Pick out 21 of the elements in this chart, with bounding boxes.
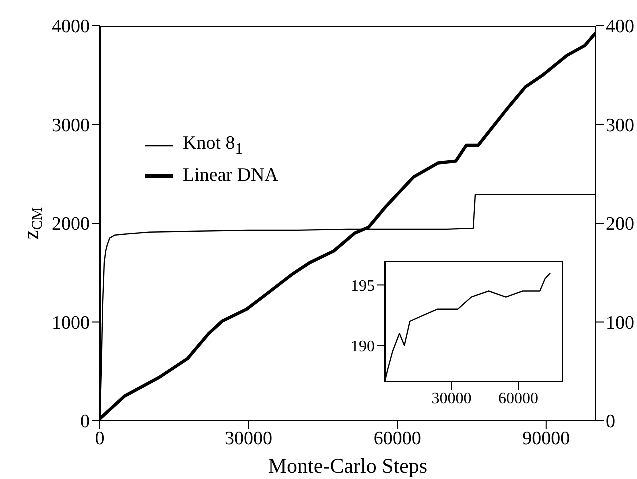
legend-label: Knot 8$_{1}$ xyxy=(183,133,244,159)
x-tick-label: 0 xyxy=(95,428,105,450)
y-tick-label: 190 xyxy=(351,338,375,356)
x-tick-label: 30000 xyxy=(225,428,273,450)
y-tick-label: 2000 xyxy=(52,214,90,236)
y-tick-label: 4000 xyxy=(52,16,90,38)
y-tick-label: 0 xyxy=(80,412,90,433)
x-tick-label: 60000 xyxy=(498,390,538,408)
y2-tick-label: 400 xyxy=(606,16,634,38)
y2-tick-label: 200 xyxy=(606,214,634,236)
legend-label: Linear DNA xyxy=(183,165,278,187)
x-axis-title: Monte-Carlo Steps xyxy=(268,454,428,478)
y-tick-label: 3000 xyxy=(52,115,90,136)
y-tick-label: 1000 xyxy=(52,312,90,334)
y2-tick-label: 100 xyxy=(606,312,634,334)
x-tick-label: 30000 xyxy=(432,390,472,408)
x-tick-label: 60000 xyxy=(374,428,422,450)
y-tick-label: 195 xyxy=(351,278,375,295)
y2-tick-label: 300 xyxy=(606,115,634,136)
y2-tick-label: 0 xyxy=(606,412,616,433)
x-tick-label: 90000 xyxy=(522,428,570,450)
